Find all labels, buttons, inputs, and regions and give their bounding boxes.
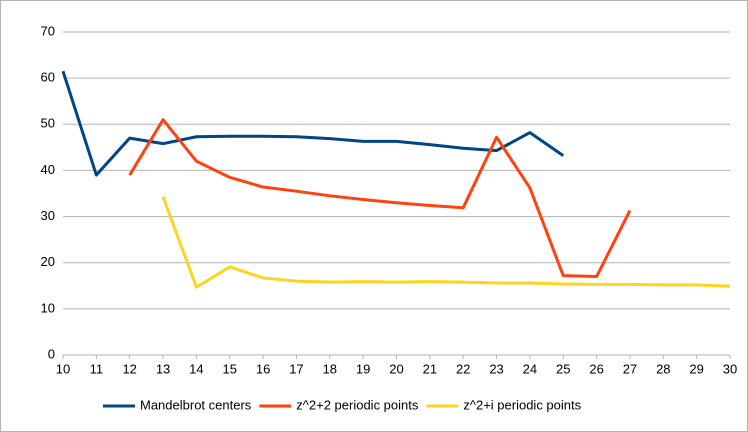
x-tick-label: 12 (122, 361, 136, 376)
x-tick-label: 27 (623, 361, 637, 376)
y-tick-label: 10 (41, 300, 55, 315)
x-tick-label: 19 (356, 361, 370, 376)
series-line (128, 118, 632, 279)
series-line (61, 70, 565, 177)
x-tick-label: 13 (156, 361, 170, 376)
x-tick-label: 16 (256, 361, 270, 376)
x-tick-label: 23 (489, 361, 503, 376)
x-tick-label: 24 (523, 361, 537, 376)
x-tick-label: 10 (56, 361, 70, 376)
x-tick-label: 11 (90, 361, 104, 376)
x-tick-label: 22 (456, 361, 470, 376)
x-tick-label: 14 (189, 361, 203, 376)
y-tick-label: 20 (41, 254, 55, 269)
y-tick-label: 70 (41, 23, 55, 38)
x-tick-label: 21 (423, 361, 437, 376)
x-tick-label: 30 (723, 361, 737, 376)
y-tick-label: 40 (41, 162, 55, 177)
x-tick-label: 26 (589, 361, 603, 376)
x-tick-label: 18 (323, 361, 337, 376)
x-tick-label: 28 (656, 361, 670, 376)
y-tick-label: 0 (48, 346, 55, 361)
x-tick-label: 17 (289, 361, 303, 376)
y-tick-label: 50 (41, 116, 55, 131)
y-tick-label: 30 (41, 208, 55, 223)
series-line (161, 196, 731, 289)
x-tick-label: 25 (556, 361, 570, 376)
y-tick-label: 60 (41, 70, 55, 85)
legend-label: z^2+i periodic points (463, 397, 581, 412)
x-tick-label: 20 (389, 361, 403, 376)
x-tick-label: 15 (223, 361, 237, 376)
legend-label: Mandelbrot centers (140, 397, 252, 412)
legend-label: z^2+2 periodic points (296, 397, 419, 412)
x-tick-label: 29 (689, 361, 703, 376)
